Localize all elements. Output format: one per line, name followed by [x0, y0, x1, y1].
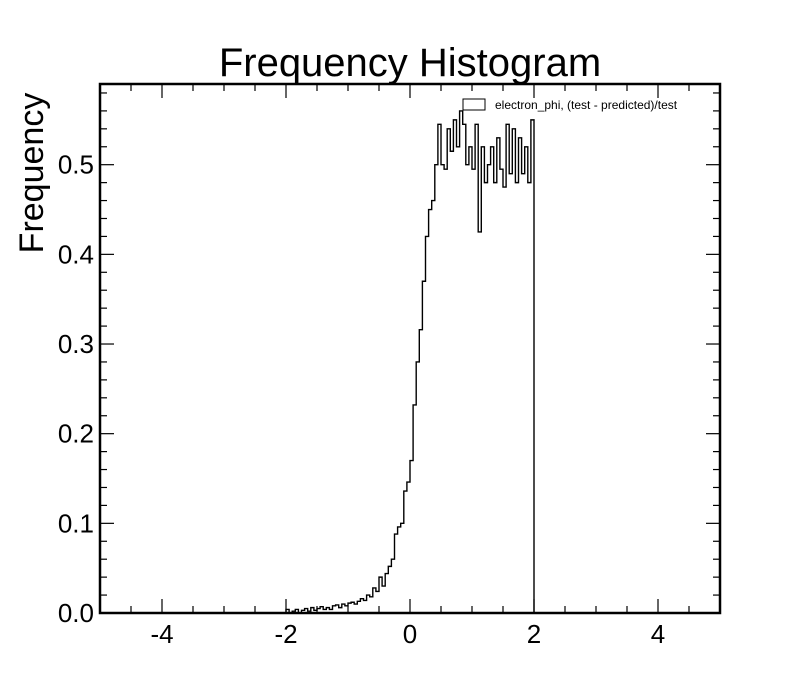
y-tick-label: 0.2	[58, 419, 94, 449]
histogram-bin	[432, 201, 435, 613]
y-tick-label: 0.4	[58, 239, 94, 269]
histogram-bin	[364, 600, 367, 613]
histogram-bin	[382, 586, 385, 613]
histogram-bin	[466, 165, 469, 613]
histogram-bin	[497, 138, 500, 613]
histogram-bin	[463, 124, 466, 613]
histogram-step-outline	[285, 110, 535, 614]
histogram-bin	[494, 183, 497, 613]
y-axis-label: Frequency	[13, 93, 51, 254]
y-tick-label: 0.0	[58, 598, 94, 628]
y-tick-label: 0.3	[58, 329, 94, 359]
histogram-bin	[444, 169, 447, 613]
histogram-bin	[450, 151, 453, 613]
y-tick-label: 0.1	[58, 508, 94, 538]
histogram-bin	[472, 169, 475, 613]
histogram-bin	[460, 111, 463, 613]
x-tick-label: -2	[274, 619, 297, 649]
histogram-bin	[354, 604, 357, 613]
histogram-bin	[491, 147, 494, 613]
histogram-bin	[484, 183, 487, 613]
histogram-bin	[401, 523, 404, 613]
histogram-bin	[447, 129, 450, 613]
histogram-bin	[528, 183, 531, 613]
histogram-bin	[435, 165, 438, 613]
x-tick-label: 2	[527, 619, 541, 649]
histogram-bin	[522, 174, 525, 613]
histogram-bin	[469, 147, 472, 613]
histogram-bin	[391, 559, 394, 613]
histogram-bin	[441, 165, 444, 613]
x-tick-label: 4	[651, 619, 665, 649]
histogram-bin	[503, 187, 506, 613]
histogram-bin	[398, 527, 401, 613]
histogram-bin	[525, 147, 528, 613]
chart-title: Frequency Histogram	[219, 41, 601, 85]
histogram-bin	[419, 330, 422, 613]
histogram-bin	[457, 147, 460, 613]
histogram-bin	[438, 124, 441, 613]
histogram-bin	[426, 236, 429, 613]
histogram-bin	[453, 120, 456, 613]
histogram-bin	[488, 165, 491, 613]
histogram-bin	[429, 210, 432, 613]
histogram-bin	[376, 591, 379, 613]
histogram-bin	[512, 129, 515, 613]
histogram-bars	[286, 111, 534, 613]
histogram-bin	[422, 281, 425, 613]
histogram-bin	[519, 138, 522, 613]
legend: electron_phi, (test - predicted)/test	[462, 98, 678, 112]
x-tick-label: 0	[403, 619, 417, 649]
histogram-bin	[509, 174, 512, 613]
histogram-bin	[407, 482, 410, 613]
x-tick-label: -4	[150, 619, 173, 649]
plot-frame	[98, 82, 722, 615]
axis-tick-labels: -4 -2 0 2 4 0.0 0.1 0.2 0.3 0.4 0.5	[58, 150, 665, 649]
legend-swatch	[462, 98, 486, 111]
histogram-bin	[506, 124, 509, 613]
histogram-bin	[410, 461, 413, 613]
histogram-bin	[370, 597, 373, 613]
histogram-bin	[478, 232, 481, 613]
histogram-bin	[500, 169, 503, 613]
legend-label: electron_phi, (test - predicted)/test	[495, 98, 678, 112]
y-tick-label: 0.5	[58, 150, 94, 180]
histogram-bin	[515, 183, 518, 613]
